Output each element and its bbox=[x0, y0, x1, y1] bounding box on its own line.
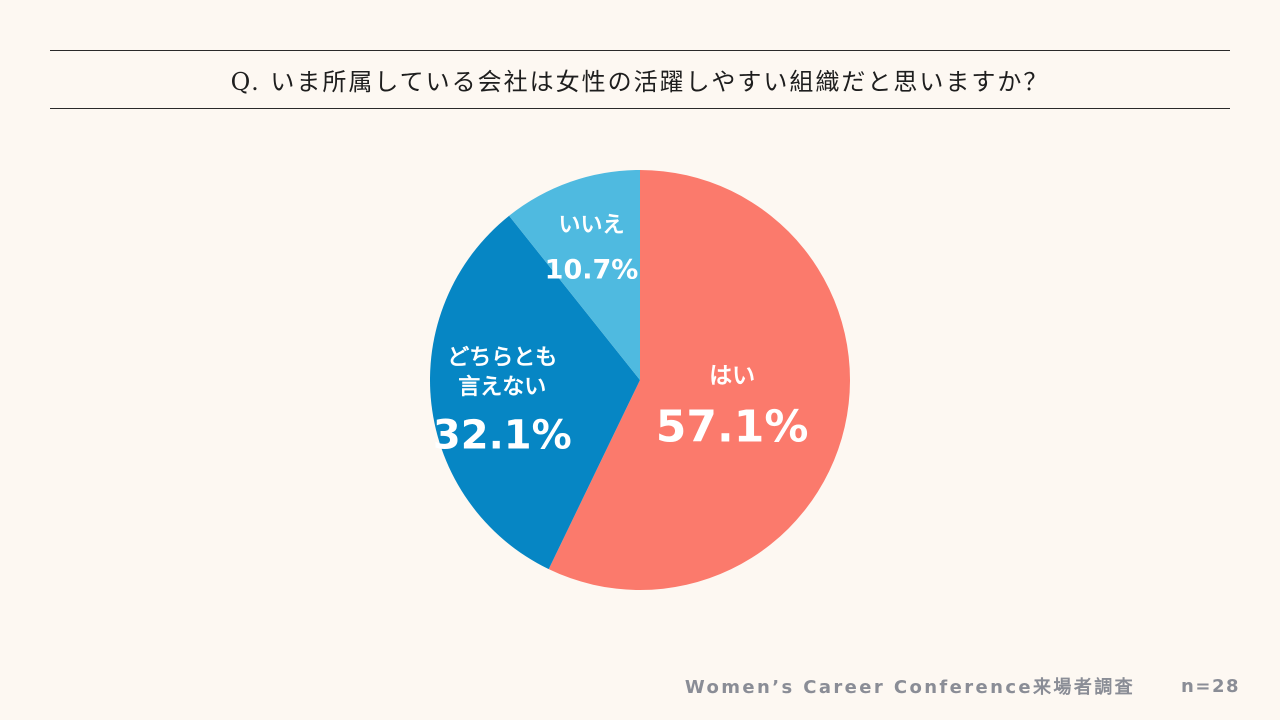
pie-slice-no bbox=[509, 170, 640, 380]
slice-label: どちらとも bbox=[447, 346, 557, 371]
title-rule-bottom bbox=[50, 108, 1230, 109]
slice-label: いいえ bbox=[558, 213, 624, 238]
question-title: Q. いま所属している会社は女性の活躍しやすい組織だと思いますか？ bbox=[230, 68, 1050, 96]
pie-slices bbox=[430, 170, 850, 590]
pie-slice-neutral bbox=[430, 215, 640, 570]
slice-value-label: 57.1% bbox=[656, 402, 809, 453]
pie-slice-yes bbox=[548, 170, 850, 590]
sample-size: n=28 bbox=[1181, 675, 1240, 697]
title-rule-top bbox=[50, 50, 1230, 51]
slice-value-label: 10.7% bbox=[545, 255, 639, 286]
survey-source: Women’s Career Conference来場者調査 bbox=[684, 677, 1136, 698]
slice-value-label: 32.1% bbox=[433, 413, 572, 459]
slice-label: はい bbox=[709, 363, 755, 389]
slice-label: 言えない bbox=[458, 374, 546, 400]
chart-footer: Women’s Career Conference来場者調査 n=28 bbox=[685, 672, 1240, 700]
